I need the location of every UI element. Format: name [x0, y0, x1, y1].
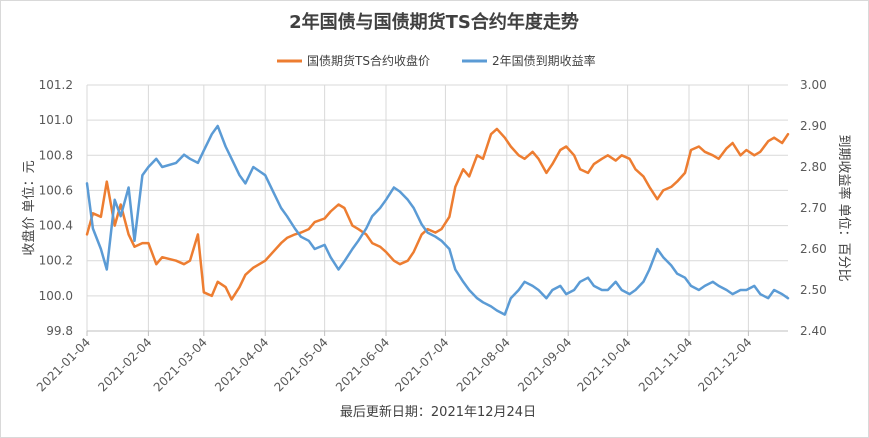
right-axis-ticks: 2.40 2.50 2.60 2.70 2.80 2.90 3.00 [800, 78, 827, 338]
footer-update-date: 最后更新日期：2021年12月24日 [340, 404, 536, 420]
left-tick-label: 100.2 [39, 254, 73, 268]
right-tick-label: 2.70 [800, 201, 827, 215]
right-tick-label: 3.00 [800, 78, 827, 92]
x-tick-label: 2021-01-04 [34, 335, 93, 394]
x-tick-label: 2021-04-04 [212, 335, 271, 394]
left-tick-label: 100.8 [39, 148, 73, 162]
left-tick-label: 100.0 [39, 289, 73, 303]
right-tick-label: 2.90 [800, 119, 827, 133]
left-tick-label: 101.2 [39, 78, 73, 92]
x-tick-label: 2021-11-04 [636, 335, 695, 394]
right-tick-label: 2.40 [800, 324, 827, 338]
x-tick-label: 2021-03-04 [151, 335, 210, 394]
legend: 国债期货TS合约收盘价 2年国债到期收益率 [277, 53, 596, 68]
series-line-yield [85, 124, 790, 316]
right-tick-label: 2.80 [800, 160, 827, 174]
right-tick-label: 2.50 [800, 283, 827, 297]
x-tick-label: 2021-09-04 [515, 335, 574, 394]
x-tick-label: 2021-05-04 [272, 335, 331, 394]
x-tick-label: 2021-06-04 [333, 335, 392, 394]
grid [86, 84, 788, 332]
x-tick-label: 2021-02-04 [95, 335, 154, 394]
series-line-price [85, 127, 790, 301]
left-tick-label: 101.0 [39, 113, 73, 127]
x-tick-label: 2021-12-04 [695, 335, 754, 394]
series-group [85, 124, 790, 316]
right-axis-label: 到期收益率 单位：百分比 [836, 134, 852, 281]
legend-label-yield: 2年国债到期收益率 [492, 53, 596, 68]
left-tick-label: 100.4 [39, 219, 73, 233]
left-tick-label: 99.8 [46, 324, 73, 338]
x-tick-label: 2021-07-04 [392, 335, 451, 394]
x-tick-label: 2021-10-04 [575, 335, 634, 394]
chart-title: 2年国债与国债期货TS合约年度走势 [289, 11, 579, 33]
left-tick-label: 100.6 [39, 183, 73, 197]
legend-label-price: 国债期货TS合约收盘价 [307, 53, 430, 68]
left-axis-ticks: 99.8 100.0 100.2 100.4 100.6 100.8 101.0 101.2 [39, 78, 73, 338]
x-tick-label: 2021-08-04 [454, 335, 513, 394]
right-tick-label: 2.60 [800, 242, 827, 256]
left-axis-label: 收盘价 单位：元 [21, 160, 37, 255]
